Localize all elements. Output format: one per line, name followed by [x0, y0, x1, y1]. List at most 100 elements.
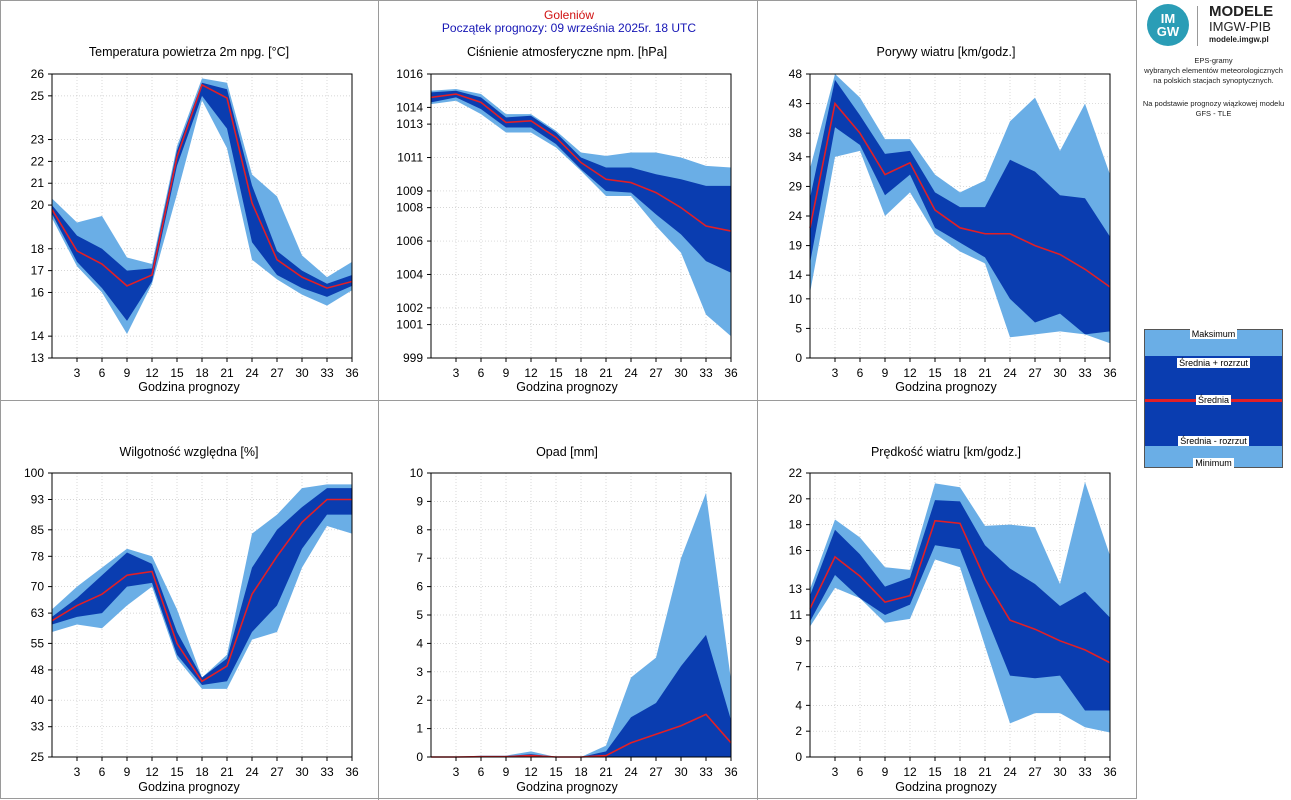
- y-tick-label: 1006: [396, 234, 423, 248]
- x-tick-label: 30: [674, 366, 688, 380]
- x-tick-label: 33: [1078, 765, 1092, 779]
- y-tick-label: 0: [795, 351, 802, 365]
- mean-line: [51, 498, 352, 683]
- x-tick-label: 27: [270, 765, 284, 779]
- x-tick-label: 3: [74, 366, 81, 380]
- logo-divider: [1197, 6, 1198, 46]
- y-tick-label: 1002: [396, 301, 423, 315]
- x-tick-label: 3: [453, 366, 460, 380]
- y-tick-label: 18: [31, 242, 45, 256]
- y-tick-label: 8: [416, 523, 423, 537]
- x-tick-label: 18: [953, 765, 967, 779]
- y-tick-label: 10: [410, 466, 424, 480]
- spread-band-inner: [810, 500, 1110, 711]
- x-tick-label: 33: [1078, 366, 1092, 380]
- y-tick-label: 1009: [396, 184, 423, 198]
- legend-max: Maksimum: [1189, 329, 1238, 339]
- x-tick-label: 12: [145, 765, 159, 779]
- y-tick-label: 25: [31, 750, 45, 764]
- y-tick-label: 20: [789, 492, 803, 506]
- legend: Maksimum Średnia + rozrzut Średnia Średn…: [1144, 329, 1283, 468]
- x-tick-label: 18: [195, 765, 209, 779]
- info-line-2: wybranych elementów meteorologicznych: [1144, 66, 1283, 75]
- x-tick-label: 18: [574, 366, 588, 380]
- spread-band-inner: [810, 79, 1110, 335]
- y-tick-label: 0: [416, 750, 423, 764]
- x-tick-label: 12: [903, 765, 917, 779]
- forecast-start: Początek prognozy: 09 września 2025r. 18…: [441, 21, 697, 35]
- y-tick-label: 14: [789, 268, 803, 282]
- x-tick-label: 33: [699, 765, 713, 779]
- y-tick-label: 48: [31, 663, 45, 677]
- legend-mean: Średnia: [1195, 395, 1232, 405]
- x-tick-label: 9: [882, 366, 889, 380]
- legend-min: Minimum: [1193, 458, 1234, 468]
- x-tick-label: 18: [195, 366, 209, 380]
- mean-line: [809, 519, 1111, 664]
- x-tick-label: 21: [599, 765, 613, 779]
- logo-url[interactable]: modele.imgw.pl: [1209, 35, 1269, 44]
- x-tick-label: 24: [624, 765, 638, 779]
- y-tick-label: 1016: [396, 67, 423, 81]
- chart-title-6: Prędkość wiatru [km/godz.]: [870, 445, 1022, 459]
- y-tick-label: 999: [403, 351, 423, 365]
- y-tick-label: 22: [789, 466, 803, 480]
- x-tick-label: 18: [953, 366, 967, 380]
- y-tick-label: 1013: [396, 117, 423, 131]
- logo-mark-line2: GW: [1156, 24, 1180, 39]
- imgw-logo[interactable]: IM GW MODELE IMGW-PIB modele.imgw.pl: [1143, 2, 1289, 48]
- x-tick-label: 24: [624, 366, 638, 380]
- y-tick-label: 10: [789, 292, 803, 306]
- y-tick-label: 70: [31, 580, 45, 594]
- y-tick-label: 14: [31, 329, 45, 343]
- legend-mean-plus: Średnia + rozrzut: [1177, 358, 1250, 368]
- y-tick-label: 33: [31, 720, 45, 734]
- x-axis-label-3: Godzina prognozy: [895, 380, 997, 394]
- y-tick-label: 23: [31, 133, 45, 147]
- y-tick-label: 24: [789, 209, 803, 223]
- x-tick-label: 9: [503, 765, 510, 779]
- y-tick-label: 1004: [396, 267, 423, 281]
- y-tick-label: 100: [24, 466, 44, 480]
- station-name: Goleniów: [543, 8, 595, 22]
- x-tick-label: 33: [320, 765, 334, 779]
- x-tick-label: 27: [1028, 765, 1042, 779]
- x-tick-label: 21: [220, 765, 234, 779]
- x-tick-label: 24: [245, 765, 259, 779]
- y-tick-label: 0: [795, 750, 802, 764]
- y-tick-label: 21: [31, 176, 45, 190]
- x-tick-label: 33: [320, 366, 334, 380]
- x-tick-label: 21: [978, 765, 992, 779]
- spread-band-inner: [431, 90, 731, 273]
- x-axis-label-1: Godzina prognozy: [138, 380, 240, 394]
- y-tick-label: 22: [31, 154, 45, 168]
- x-tick-label: 24: [1003, 366, 1017, 380]
- mean-line: [430, 93, 732, 232]
- x-tick-label: 3: [74, 765, 81, 779]
- x-tick-label: 15: [170, 366, 184, 380]
- spread-band-inner: [52, 488, 352, 686]
- chart-title-4: Wilgotność względna [%]: [119, 445, 259, 459]
- y-tick-label: 55: [31, 636, 45, 650]
- y-tick-label: 43: [789, 97, 803, 111]
- x-axis-label-2: Godzina prognozy: [516, 380, 618, 394]
- y-tick-label: 3: [416, 665, 423, 679]
- x-tick-label: 30: [1053, 765, 1067, 779]
- y-tick-label: 20: [31, 198, 45, 212]
- range-band-outer: [431, 492, 731, 757]
- x-tick-label: 30: [1053, 366, 1067, 380]
- y-tick-label: 48: [789, 67, 803, 81]
- y-tick-label: 16: [789, 543, 803, 557]
- y-tick-label: 2: [795, 724, 802, 738]
- chart-panel-2: 999 1001 1002 1004 1006 1008 1009 1011 1013 1014 1…: [396, 67, 738, 380]
- panel-frames: [0, 0, 1137, 800]
- x-tick-label: 9: [503, 366, 510, 380]
- x-tick-label: 36: [345, 765, 359, 779]
- x-tick-label: 36: [724, 366, 738, 380]
- x-tick-label: 21: [599, 366, 613, 380]
